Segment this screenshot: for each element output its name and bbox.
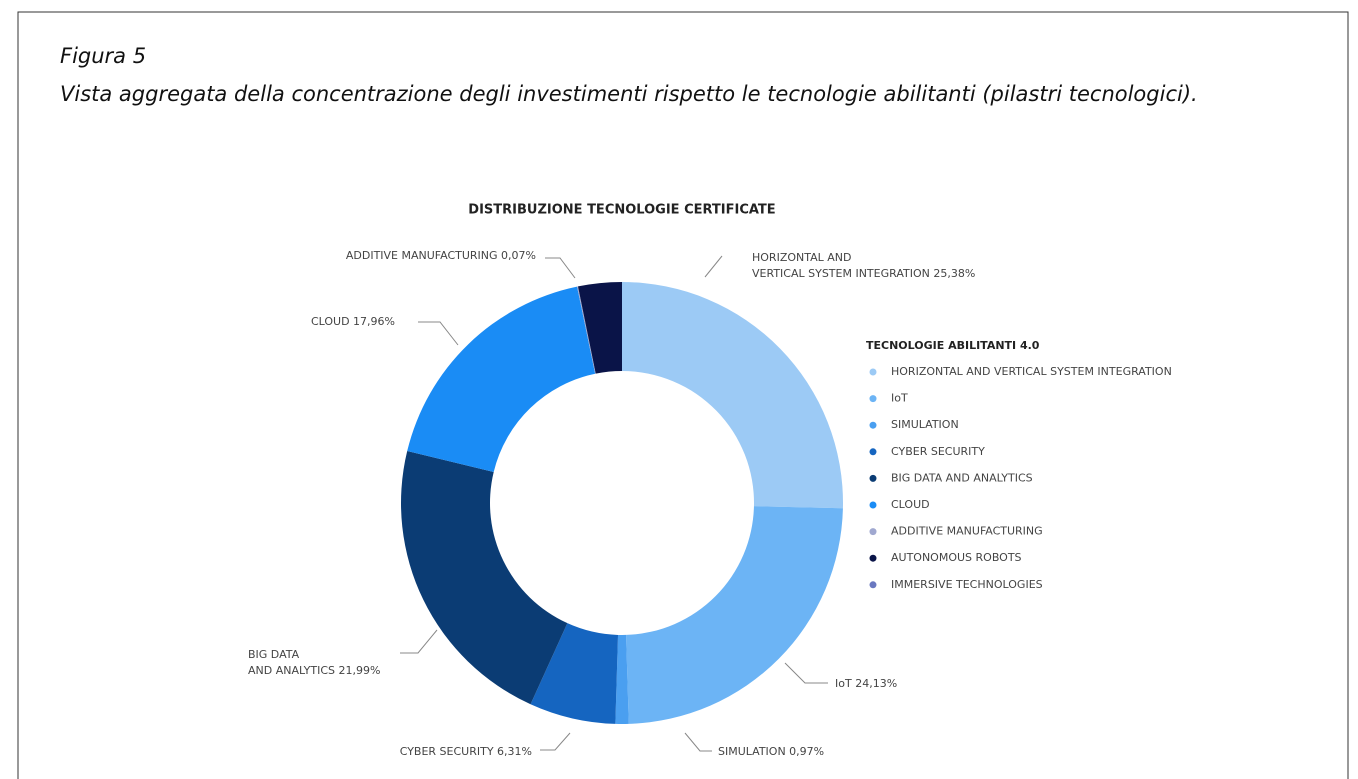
legend-label: BIG DATA AND ANALYTICS (891, 471, 1033, 484)
legend-swatch (869, 528, 877, 536)
slice (578, 282, 622, 374)
leader-line (540, 732, 571, 751)
slice-label-name: ADDITIVE MANUFACTURING (346, 249, 498, 262)
slice (577, 286, 596, 374)
slice (530, 623, 619, 724)
leader-line (784, 662, 828, 684)
legend-label: CLOUD (891, 498, 930, 511)
slice-label-name: SIMULATION (718, 745, 786, 758)
slice (407, 286, 596, 472)
slice-label-part: BIG DATA (248, 648, 300, 661)
legend-label: IMMERSIVE TECHNOLOGIES (891, 578, 1043, 591)
slice-value-label: 21,99% (339, 664, 381, 677)
slice-label: SIMULATION 0,97% (718, 745, 824, 758)
slice-value-label: 6,31% (497, 745, 532, 758)
slice (626, 506, 843, 724)
slice-label-name: CYBER SECURITY (400, 745, 494, 758)
slice-value-label: 25,38% (933, 267, 975, 280)
slice-label: IoT 24,13% (835, 677, 897, 690)
legend-swatch (869, 395, 877, 403)
leader-line (418, 321, 459, 346)
caption: Vista aggregata della concentrazione deg… (60, 82, 1198, 106)
legend-title: TECNOLOGIE ABILITANTI 4.0 (866, 339, 1040, 352)
slice (401, 451, 568, 705)
slice-label: CLOUD 17,96% (311, 315, 395, 328)
legend-swatch (869, 501, 877, 509)
legend-label: IoT (891, 392, 908, 405)
slice-value-label: 17,96% (353, 315, 395, 328)
leader-line (545, 257, 576, 279)
slice-label-part: HORIZONTAL AND (752, 251, 851, 264)
legend-swatch (869, 581, 877, 589)
slice-value-label: 24,13% (855, 677, 897, 690)
legend-swatch (869, 448, 877, 456)
leader-line (400, 629, 438, 654)
legend-swatch (869, 421, 877, 429)
slice (615, 634, 629, 724)
slice-label: CYBER SECURITY 6,31% (400, 745, 532, 758)
chart-title: DISTRIBUZIONE TECNOLOGIE CERTIFICATE (468, 203, 775, 218)
legend-swatch (869, 368, 877, 376)
leader-line (684, 732, 712, 752)
slice-value-label: 0,07% (501, 249, 536, 262)
slice-value-label: 0,97% (789, 745, 824, 758)
figure-label: Figura 5 (60, 44, 146, 68)
slice-label: ADDITIVE MANUFACTURING 0,07% (346, 249, 536, 262)
slice-label-part: AND ANALYTICS (248, 664, 339, 677)
slice-label-name: IoT (835, 677, 852, 690)
legend-label: SIMULATION (891, 418, 959, 431)
legend-label: AUTONOMOUS ROBOTS (891, 551, 1022, 564)
legend-swatch (869, 474, 877, 482)
slice-label: HORIZONTAL AND VERTICAL SYSTEM INTEGRATIO… (752, 251, 975, 280)
slice (622, 282, 843, 509)
leader-line (704, 255, 723, 278)
legend-label: CYBER SECURITY (891, 445, 985, 458)
slice-label-part: VERTICAL SYSTEM INTEGRATION (752, 267, 933, 280)
slice-label-name: CLOUD (311, 315, 350, 328)
legend-label: HORIZONTAL AND VERTICAL SYSTEM INTEGRATI… (891, 365, 1172, 378)
legend-label: ADDITIVE MANUFACTURING (891, 525, 1043, 538)
legend-swatch (869, 554, 877, 562)
slice-label: BIG DATA AND ANALYTICS 21,99% (248, 648, 380, 677)
